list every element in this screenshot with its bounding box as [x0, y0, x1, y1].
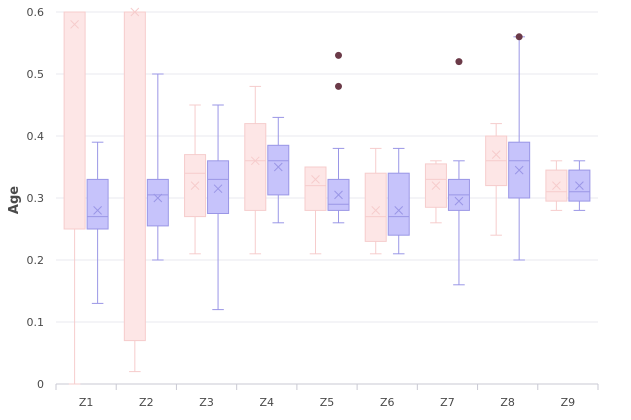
grid-lines [56, 11, 598, 385]
mean-marker [334, 190, 343, 200]
mean-marker [514, 165, 524, 175]
mean-marker [431, 181, 441, 190]
box-series [63, 7, 591, 385]
mean-marker [394, 206, 404, 215]
mean-marker [273, 162, 283, 172]
x-tick-label: Z4 [260, 396, 275, 409]
box-series-1 [63, 7, 568, 385]
mean-marker [70, 20, 79, 29]
y-axis-title: Age [7, 186, 22, 214]
y-tick-label: 0.6 [27, 6, 45, 19]
mean-marker [454, 196, 464, 206]
outlier-point [515, 33, 523, 41]
x-tick-label: Z7 [440, 396, 455, 409]
box [244, 123, 267, 211]
axes: 0 0.1 0.2 0.3 0.4 0.5 0.6 Z1 Z2 Z3 Z4 Z5 Z6 Z7 Z8 Z9 [27, 6, 599, 409]
y-tick-label: 0 [37, 378, 44, 391]
x-tick-label: Z1 [79, 396, 94, 409]
outlier-point [335, 51, 342, 59]
box [63, 11, 86, 230]
mean-marker [190, 181, 200, 190]
mean-marker [93, 206, 102, 215]
x-tick-label: Z3 [199, 396, 214, 409]
mean-marker [213, 184, 223, 194]
mean-marker [552, 181, 561, 190]
mean-marker [491, 150, 501, 159]
y-tick-label: 0.4 [27, 130, 45, 143]
box [207, 160, 230, 215]
box [123, 11, 146, 342]
box [364, 172, 387, 242]
mean-marker [575, 181, 584, 190]
box [267, 144, 290, 196]
x-tick-label: Z8 [500, 396, 515, 409]
box [86, 178, 109, 230]
x-tick-label: Z2 [139, 396, 154, 409]
box [146, 178, 169, 227]
y-tick-label: 0.1 [27, 316, 45, 329]
x-tick-label: Z5 [320, 396, 335, 409]
box [304, 166, 327, 211]
box [387, 172, 410, 236]
outlier-point [455, 58, 463, 66]
outlier-point [335, 82, 342, 90]
mean-marker [311, 175, 320, 184]
x-tick-label: Z9 [561, 396, 576, 409]
y-tick-label: 0.3 [27, 192, 45, 205]
box-series-2 [86, 33, 591, 311]
mean-marker [130, 7, 140, 17]
y-tick-label: 0.5 [27, 68, 45, 81]
x-tick-label: Z6 [380, 396, 395, 409]
mean-marker [250, 156, 260, 166]
y-tick-label: 0.2 [27, 254, 45, 267]
mean-marker [153, 193, 163, 203]
mean-marker [371, 206, 381, 215]
